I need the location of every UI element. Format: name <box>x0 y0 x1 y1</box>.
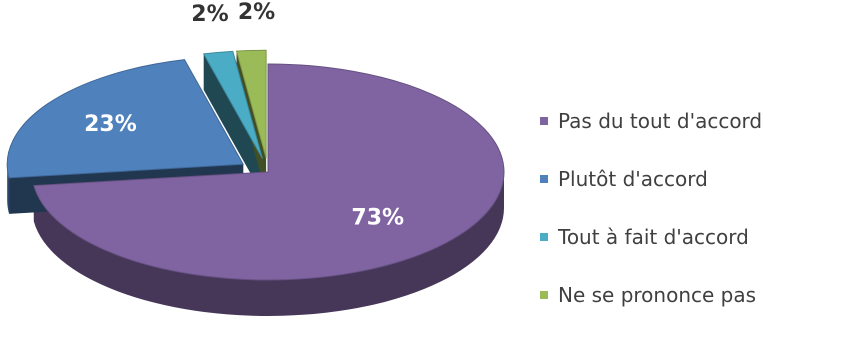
pie-slice-side <box>33 172 504 317</box>
pie-value-label: 2% <box>238 0 275 25</box>
legend-item: Pas du tout d'accord <box>540 92 840 150</box>
legend-label: Plutôt d'accord <box>558 167 708 191</box>
pie-slice <box>202 50 263 159</box>
legend-label: Pas du tout d'accord <box>558 109 763 133</box>
legend-label: Ne se prononce pas <box>558 283 757 307</box>
legend: Pas du tout d'accord Plutôt d'accord Tou… <box>540 92 840 324</box>
legend-item: Ne se prononce pas <box>540 266 840 324</box>
legend-label: Tout à fait d'accord <box>558 225 749 249</box>
legend-swatch <box>540 117 548 125</box>
legend-item: Plutôt d'accord <box>540 150 840 208</box>
pie-labels: 73% 23% 2% 2% <box>84 0 404 230</box>
pie-chart: 73% 23% 2% 2% <box>6 0 505 317</box>
pie-value-label: 73% <box>351 205 404 230</box>
legend-swatch <box>540 291 548 299</box>
legend-swatch <box>540 233 548 241</box>
legend-item: Tout à fait d'accord <box>540 208 840 266</box>
pie-value-label: 23% <box>84 112 137 137</box>
pie-slice-wall <box>203 53 263 195</box>
pie-slice <box>235 49 267 159</box>
pie-slice <box>6 59 245 179</box>
pie-tops <box>6 49 505 281</box>
pie-slice <box>33 63 505 281</box>
pie-value-label: 2% <box>191 2 228 27</box>
legend-swatch <box>540 175 548 183</box>
